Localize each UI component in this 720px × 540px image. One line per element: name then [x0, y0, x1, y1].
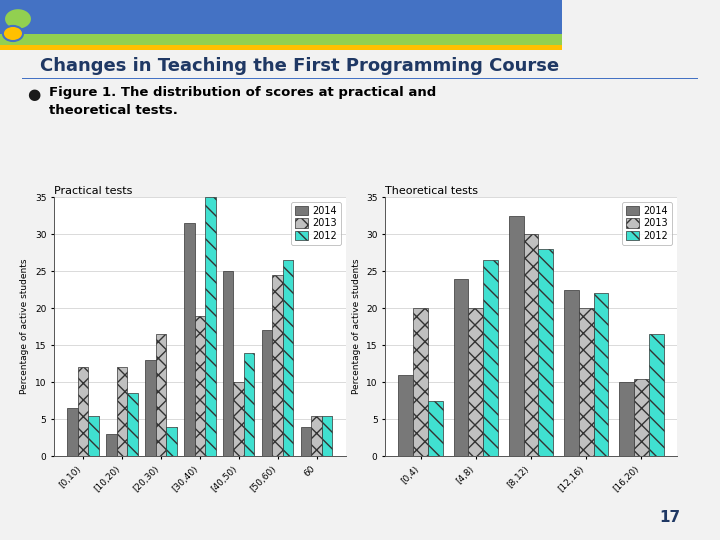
Bar	[89, 416, 99, 456]
Bar	[398, 375, 413, 456]
Text: 17: 17	[660, 510, 680, 525]
Text: Theoretical tests: Theoretical tests	[385, 186, 478, 197]
Y-axis label: Percentage of active students: Percentage of active students	[20, 259, 30, 394]
Bar	[223, 271, 233, 456]
Bar	[619, 382, 634, 456]
Bar	[67, 408, 78, 456]
Bar	[127, 393, 138, 456]
Bar	[156, 334, 166, 456]
Bar	[634, 379, 649, 456]
Bar	[483, 260, 498, 456]
Bar	[194, 315, 205, 456]
Bar	[428, 401, 443, 456]
Text: Practical tests: Practical tests	[54, 186, 132, 197]
Bar	[539, 249, 554, 456]
Bar	[508, 215, 523, 456]
Bar	[145, 360, 156, 456]
Bar	[523, 234, 539, 456]
Bar	[272, 275, 283, 456]
Text: theoretical tests.: theoretical tests.	[49, 104, 178, 117]
Bar	[301, 427, 311, 456]
Bar	[283, 260, 294, 456]
Bar	[184, 223, 194, 456]
Bar	[106, 434, 117, 456]
Bar	[413, 308, 428, 456]
Y-axis label: Percentage of active students: Percentage of active students	[351, 259, 361, 394]
Text: ●: ●	[27, 87, 40, 103]
Bar	[579, 308, 593, 456]
Bar	[564, 289, 579, 456]
Text: Figure 1. The distribution of scores at practical and: Figure 1. The distribution of scores at …	[49, 86, 436, 99]
Bar	[166, 427, 176, 456]
Bar	[262, 330, 272, 456]
Bar	[244, 353, 254, 456]
Bar	[311, 416, 322, 456]
Legend: 2014, 2013, 2012: 2014, 2013, 2012	[291, 202, 341, 245]
Legend: 2014, 2013, 2012: 2014, 2013, 2012	[622, 202, 672, 245]
Bar	[593, 293, 608, 456]
Bar	[233, 382, 244, 456]
Bar	[454, 279, 469, 456]
Text: Changes in Teaching the First Programming Course: Changes in Teaching the First Programmin…	[40, 57, 559, 75]
Bar	[117, 367, 127, 456]
Bar	[649, 334, 664, 456]
Bar	[469, 308, 483, 456]
Bar	[205, 197, 215, 456]
Bar	[322, 416, 333, 456]
Bar	[78, 367, 89, 456]
